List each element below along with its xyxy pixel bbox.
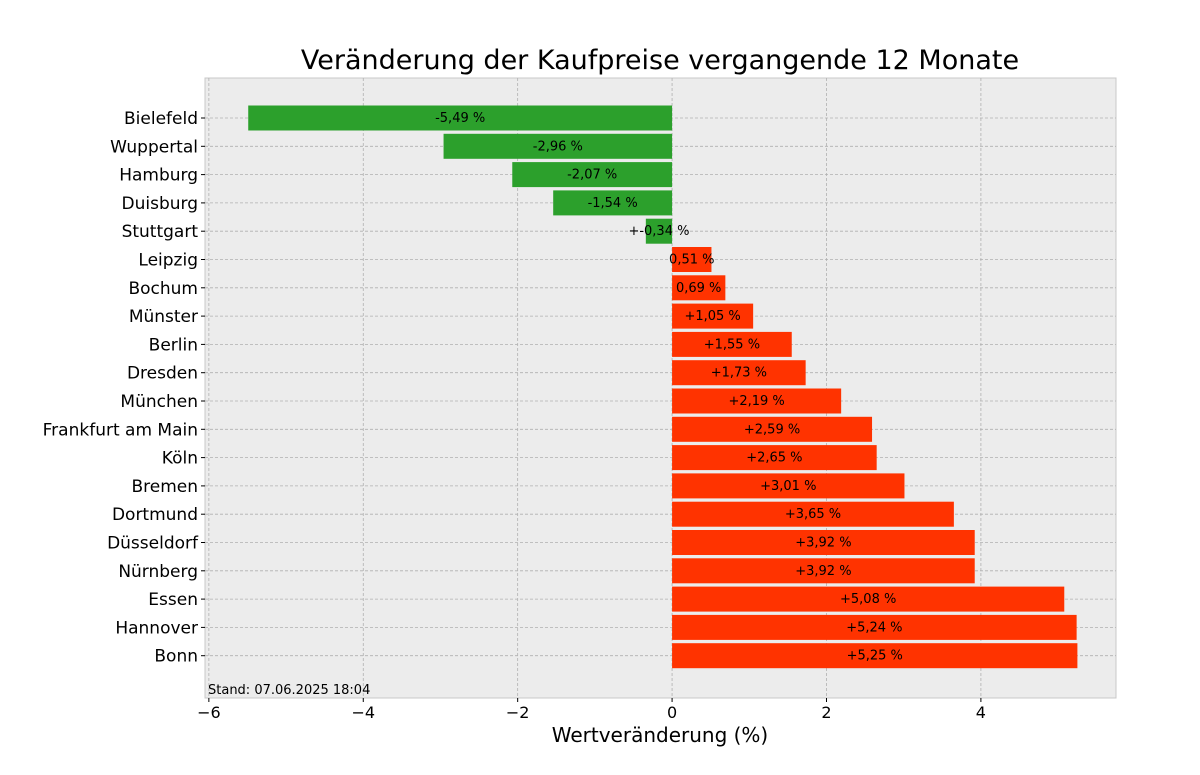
bar-value-label: -2,96 %	[533, 139, 583, 154]
bar-essen	[672, 586, 1065, 612]
bar-value-label: +2,59 %	[744, 422, 800, 437]
y-tick-label: Bonn	[154, 647, 198, 667]
y-tick-label: Leipzig	[138, 251, 198, 271]
bar-wuppertal	[443, 133, 673, 159]
y-tick-label: Dresden	[127, 364, 198, 384]
x-tick-label: 4	[976, 703, 986, 722]
bar-value-label: -1,54 %	[588, 196, 638, 211]
bar-bonn	[672, 643, 1078, 669]
y-tick-label: Wuppertal	[110, 137, 198, 157]
x-tick-label: −4	[351, 703, 375, 722]
x-tick-label: 0	[667, 703, 677, 722]
bar-value-label: 0,69 %	[676, 281, 721, 296]
bar-bochum	[672, 275, 726, 301]
y-tick-label: Nürnberg	[118, 562, 198, 582]
y-tick-label: Hamburg	[119, 166, 198, 186]
bar-münchen	[672, 388, 842, 414]
bar-value-label: +3,92 %	[795, 536, 851, 551]
bar-bremen	[672, 473, 905, 499]
x-axis: −6 −4 −2 0 2 4	[197, 698, 986, 722]
timestamp-note: Stand: 07.06.2025 18:04	[208, 683, 370, 698]
bar-stuttgart	[645, 218, 673, 244]
bar-nürnberg	[672, 558, 975, 584]
x-tick-label: 2	[821, 703, 831, 722]
data-labels: -5,49 % -2,96 % -2,07 % -1,54 % +-0,34 % 0,51…	[435, 111, 903, 664]
y-tick-label: Duisburg	[122, 194, 199, 214]
bar-value-label: +5,24 %	[846, 620, 902, 635]
bar-hannover	[672, 614, 1077, 640]
bar-leipzig	[672, 247, 712, 272]
y-tick-label: Hannover	[115, 618, 198, 638]
bar-berlin	[672, 331, 792, 357]
x-tick-label: −6	[197, 703, 221, 722]
bar-düsseldorf	[672, 530, 975, 555]
bar-value-label: +1,73 %	[711, 366, 767, 381]
y-tick-label: Münster	[129, 307, 198, 327]
y-axis: Bielefeld Wuppertal Hamburg Duisburg Stuttga…	[43, 109, 205, 667]
bar-value-label: -2,07 %	[567, 168, 617, 183]
x-axis-label: Wertveränderung (%)	[552, 723, 769, 747]
bar-value-label: +3,92 %	[795, 564, 851, 579]
y-tick-label: Bochum	[128, 279, 198, 299]
bar-value-label: +5,08 %	[840, 592, 896, 607]
y-tick-label: Düsseldorf	[107, 534, 199, 554]
bar-value-label: +-0,34 %	[628, 224, 689, 239]
x-tick-label: −2	[506, 703, 530, 722]
bar-duisburg	[553, 190, 673, 216]
bar-dortmund	[672, 501, 954, 527]
y-tick-label: Stuttgart	[122, 222, 199, 242]
bar-value-label: +2,19 %	[728, 394, 784, 409]
bars	[248, 105, 1078, 669]
bar-value-label: 0,51 %	[669, 253, 714, 268]
bar-dresden	[672, 360, 806, 386]
chart-title: Veränderung der Kaufpreise vergangende 1…	[301, 45, 1019, 76]
y-tick-label: Berlin	[149, 335, 198, 355]
y-tick-label: Köln	[162, 449, 198, 469]
bar-value-label: +2,65 %	[746, 451, 802, 466]
bar-hamburg	[512, 162, 673, 188]
bar-münster	[672, 303, 754, 329]
bar-frankfurt-am-main	[672, 416, 873, 442]
bar-bielefeld	[248, 105, 673, 131]
y-tick-label: Dortmund	[112, 505, 198, 525]
y-tick-label: Frankfurt am Main	[43, 420, 198, 440]
bar-value-label: +5,25 %	[847, 649, 903, 664]
y-tick-label: Essen	[148, 590, 198, 610]
y-tick-label: Bremen	[131, 477, 198, 497]
bar-value-label: +1,55 %	[704, 337, 760, 352]
bar-value-label: -5,49 %	[435, 111, 485, 126]
bar-köln	[672, 445, 877, 471]
y-tick-label: München	[120, 392, 198, 412]
bar-value-label: +3,65 %	[785, 507, 841, 522]
bar-value-label: +1,05 %	[684, 309, 740, 324]
y-tick-label: Bielefeld	[124, 109, 198, 129]
bar-value-label: +3,01 %	[760, 479, 816, 494]
